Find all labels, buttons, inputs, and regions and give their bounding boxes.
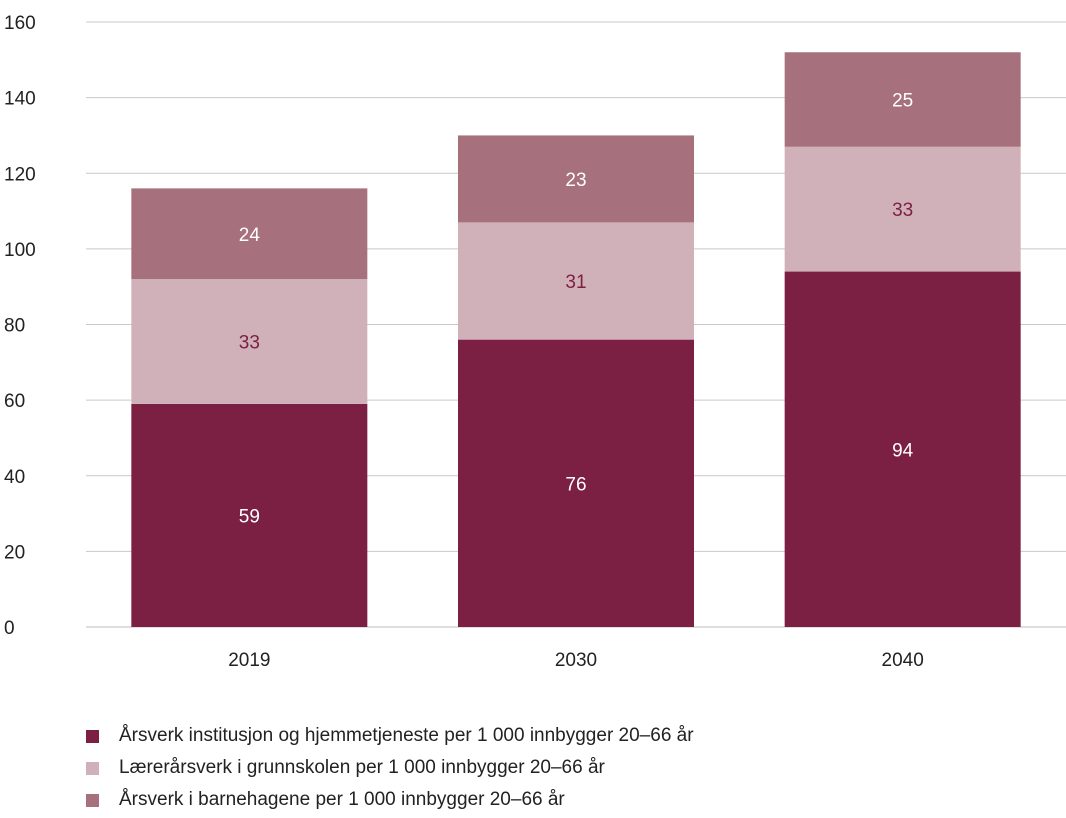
y-tick-label: 20 xyxy=(4,542,25,563)
legend-item-laerer: Lærerårsverk i grunnskolen per 1 000 inn… xyxy=(86,752,694,784)
bar-segment xyxy=(784,146,1021,272)
x-tick-label: 2019 xyxy=(228,650,270,671)
y-tick-label: 40 xyxy=(4,467,25,488)
bar-segment xyxy=(458,222,694,340)
bar-segment xyxy=(458,135,694,223)
y-tick-label: 0 xyxy=(4,618,15,639)
x-tick-label: 2030 xyxy=(555,650,597,671)
y-tick-label: 140 xyxy=(4,89,36,110)
bar-value-label: 25 xyxy=(892,91,913,112)
bars: 59 33 24 76 31 23 94 33 25 xyxy=(131,52,1021,627)
y-axis-ticks: 0 20 40 60 80 100 120 140 160 xyxy=(4,13,36,639)
legend-swatch-laerer xyxy=(86,761,99,775)
bar-value-label: 59 xyxy=(239,506,260,527)
y-tick-label: 80 xyxy=(4,316,25,337)
legend-label-barnehage: Årsverk i barnehagene per 1 000 innbygge… xyxy=(119,789,565,810)
legend: Årsverk institusjon og hjemmetjeneste pe… xyxy=(86,720,694,816)
legend-item-institusjon: Årsverk institusjon og hjemmetjeneste pe… xyxy=(86,720,694,752)
bar-value-label: 24 xyxy=(239,225,261,246)
bar-segment xyxy=(784,52,1021,147)
legend-label-laerer: Lærerårsverk i grunnskolen per 1 000 inn… xyxy=(119,757,605,778)
bar-segment xyxy=(131,403,368,627)
x-axis-ticks: 2019 2030 2040 xyxy=(228,650,924,671)
y-tick-label: 60 xyxy=(4,391,25,412)
bar-value-label: 76 xyxy=(565,474,586,495)
y-tick-label: 100 xyxy=(4,240,36,261)
bar-value-label: 94 xyxy=(892,440,914,461)
bar-segment xyxy=(131,279,368,404)
legend-item-barnehage: Årsverk i barnehagene per 1 000 innbygge… xyxy=(86,784,694,816)
bar-value-label: 23 xyxy=(565,170,586,191)
bar-value-label: 33 xyxy=(239,333,260,354)
bar-segment xyxy=(458,339,694,627)
bar-segment xyxy=(131,188,368,280)
x-tick-label: 2040 xyxy=(882,650,924,671)
y-tick-label: 120 xyxy=(4,164,36,185)
legend-swatch-institusjon xyxy=(86,729,99,743)
legend-label-institusjon: Årsverk institusjon og hjemmetjeneste pe… xyxy=(119,725,694,746)
legend-swatch-barnehage xyxy=(86,793,99,807)
bar-segment xyxy=(784,271,1021,627)
y-tick-label: 160 xyxy=(4,13,36,34)
bar-value-label: 31 xyxy=(565,272,586,293)
bar-value-label: 33 xyxy=(892,200,913,221)
